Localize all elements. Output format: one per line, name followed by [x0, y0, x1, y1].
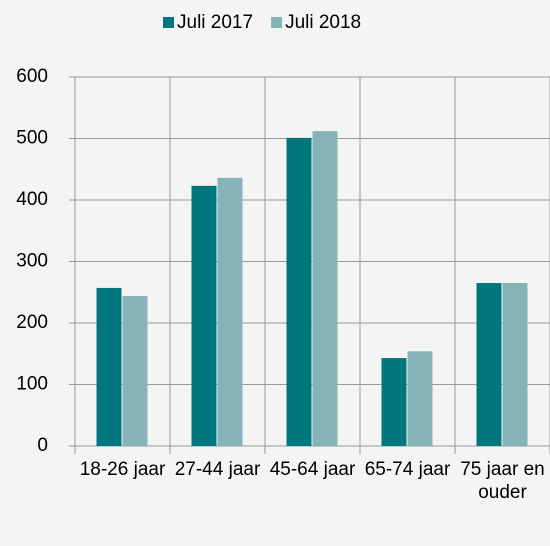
bar — [96, 287, 122, 446]
bar — [502, 283, 528, 446]
legend-label: Juli 2018 — [285, 12, 361, 33]
y-tick-label: 0 — [37, 435, 48, 456]
bar — [476, 283, 502, 446]
bar — [286, 137, 312, 446]
x-tick-label: 27-44 jaar — [174, 459, 261, 480]
bar — [122, 295, 148, 446]
y-tick-label: 600 — [16, 66, 48, 87]
bar — [407, 351, 433, 446]
x-tick-label: 75 jaar en ouder — [460, 459, 545, 503]
x-tick-label: 18-26 jaar — [79, 459, 166, 480]
y-tick-label: 500 — [16, 128, 48, 149]
x-tick-label: 45-64 jaar — [269, 459, 356, 480]
y-tick-label: 400 — [16, 189, 48, 210]
legend-swatch — [163, 17, 174, 28]
legend-swatch — [271, 17, 283, 28]
y-tick-label: 300 — [16, 251, 48, 272]
bar — [381, 358, 407, 446]
x-tick-label: 65-74 jaar — [364, 459, 451, 480]
legend-label: Juli 2017 — [177, 12, 253, 33]
bar — [191, 185, 217, 447]
y-tick-label: 200 — [16, 312, 48, 333]
y-tick-label: 100 — [16, 374, 48, 395]
bar — [312, 131, 338, 446]
bar — [217, 177, 243, 447]
